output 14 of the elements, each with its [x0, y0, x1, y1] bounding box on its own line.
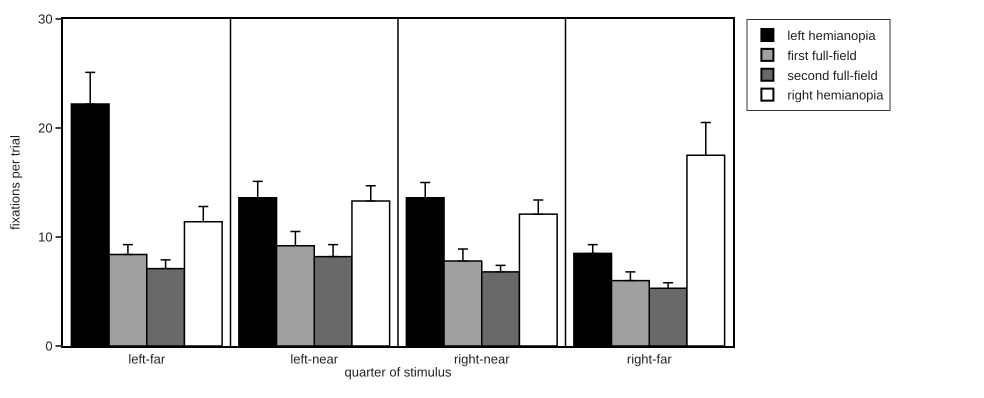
legend-label: left hemianopia [787, 28, 876, 44]
y-tick-label: 10 [38, 230, 53, 245]
x-axis-title: quarter of stimulus [344, 364, 452, 380]
x-tick-label: left-near [290, 351, 339, 366]
y-axis-title: fixations per trial [8, 135, 23, 230]
x-tick-label: left-far [128, 351, 166, 366]
x-tick-label: right-far [626, 351, 672, 366]
y-tick-label: 0 [45, 338, 53, 354]
legend-label: second full-field [787, 68, 878, 83]
y-tick-label: 20 [38, 120, 53, 136]
legend-label: first full-field [787, 48, 857, 63]
x-tick-label: right-near [454, 351, 510, 366]
y-tick-label: 30 [38, 12, 53, 27]
legend-label: right hemianopia [787, 88, 884, 103]
